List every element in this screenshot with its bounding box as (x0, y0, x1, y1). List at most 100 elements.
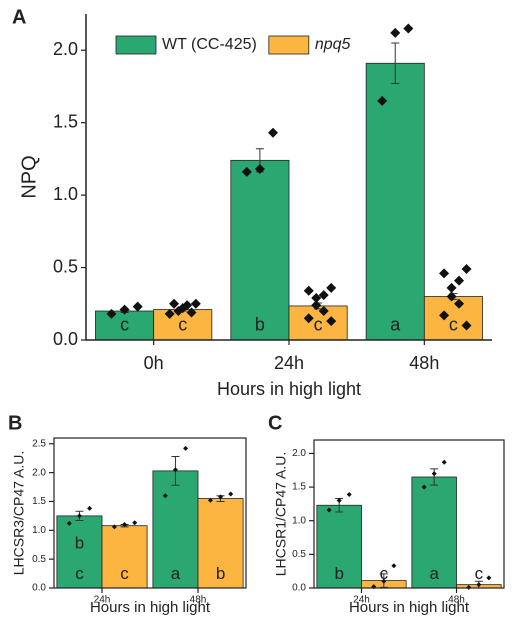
x-tick-label: 24h (274, 353, 304, 373)
y-axis-label: NPQ (18, 155, 40, 198)
significance-letter: c (314, 314, 323, 334)
x-tick-label: 24h (94, 595, 111, 606)
data-point (439, 268, 450, 279)
x-axis-label: Hours in high light (349, 599, 470, 616)
data-point (228, 491, 234, 497)
data-point (218, 494, 224, 500)
data-point (122, 522, 128, 528)
bar (197, 498, 244, 589)
legend-swatch (115, 35, 157, 55)
bar (230, 159, 290, 341)
axes (85, 14, 492, 341)
data-point (391, 563, 397, 569)
data-point (326, 507, 332, 513)
data-point (454, 275, 465, 286)
data-point (326, 282, 337, 293)
axis-frame (53, 437, 247, 589)
data-point (446, 291, 457, 302)
y-tick-label: 0.5 (292, 549, 306, 560)
data-point (336, 498, 342, 504)
data-point (106, 308, 117, 319)
data-point (267, 127, 278, 138)
data-point (446, 282, 457, 293)
y-tick-label: 2.0 (292, 448, 306, 459)
data-point (390, 27, 401, 38)
data-point (476, 582, 482, 588)
data-point (403, 23, 414, 34)
x-tick-label: 48h (409, 353, 439, 373)
data-point (441, 459, 447, 465)
significance-letter: c (449, 314, 458, 334)
bar (152, 470, 199, 589)
y-tick-label: 1.0 (53, 184, 78, 204)
data-point (172, 467, 178, 473)
data-point (66, 520, 72, 526)
data-point (454, 298, 465, 309)
y-tick-label: 2.5 (32, 438, 46, 449)
data-point (241, 166, 252, 177)
significance-letter: a (390, 314, 401, 334)
bar (316, 504, 362, 589)
significance-letter: a (429, 564, 439, 583)
data-point (439, 310, 450, 321)
x-tick-label: 48h (448, 595, 465, 606)
data-point (311, 300, 322, 311)
significance-letter: c (178, 314, 187, 334)
data-point (326, 316, 337, 327)
significance-letter: b (75, 533, 84, 552)
y-tick-label: 0.5 (32, 554, 46, 565)
data-point (254, 164, 265, 175)
y-tick-label: 0.0 (53, 329, 78, 349)
significance-letter: b (216, 564, 225, 583)
panel-label: C (268, 412, 282, 434)
error-bar (391, 42, 400, 85)
y-axis-label: LHCSR1/CP47 A.U. (273, 452, 289, 577)
data-point (346, 491, 352, 497)
bar (95, 310, 155, 341)
significance-letter: b (255, 314, 265, 334)
data-point (119, 304, 130, 315)
y-tick-label: 0.0 (32, 583, 46, 594)
x-axis-label: Hours in high light (217, 379, 361, 399)
data-point (431, 471, 437, 477)
y-tick-label: 1.0 (32, 525, 46, 536)
data-point (132, 301, 143, 312)
data-point (486, 575, 492, 581)
y-tick-label: 2.0 (53, 39, 78, 59)
legend-swatch (268, 35, 310, 55)
data-point (76, 513, 82, 519)
data-point (303, 313, 314, 324)
x-tick-label: 48h (190, 595, 207, 606)
significance-letter: c (75, 564, 84, 583)
data-point (173, 306, 184, 317)
data-point (162, 493, 168, 499)
data-point (111, 524, 117, 530)
data-point (421, 484, 427, 490)
data-point (186, 307, 197, 318)
y-tick-label: 1.5 (292, 482, 306, 493)
significance-letter: c (120, 314, 129, 334)
data-point (164, 308, 175, 319)
axis-frame (313, 439, 505, 589)
data-point (318, 290, 329, 301)
data-point (461, 320, 472, 331)
panel-label: B (8, 412, 22, 434)
x-tick-label: 24h (353, 595, 370, 606)
significance-letter: c (380, 564, 389, 583)
data-point (303, 285, 314, 296)
significance-letter: a (171, 564, 181, 583)
data-point (377, 95, 388, 106)
data-point (318, 306, 329, 317)
data-point (311, 292, 322, 303)
y-tick-label: 1.5 (32, 496, 46, 507)
legend-label: WT (CC-425) (162, 36, 257, 53)
significance-letter: b (334, 564, 343, 583)
y-tick-label: 0.5 (53, 256, 78, 276)
data-point (207, 497, 213, 503)
legend-label: npq5 (315, 36, 351, 53)
panel-label: A (12, 6, 26, 28)
y-tick-label: 1.5 (53, 111, 78, 131)
data-point (169, 298, 180, 309)
data-point (381, 578, 387, 584)
